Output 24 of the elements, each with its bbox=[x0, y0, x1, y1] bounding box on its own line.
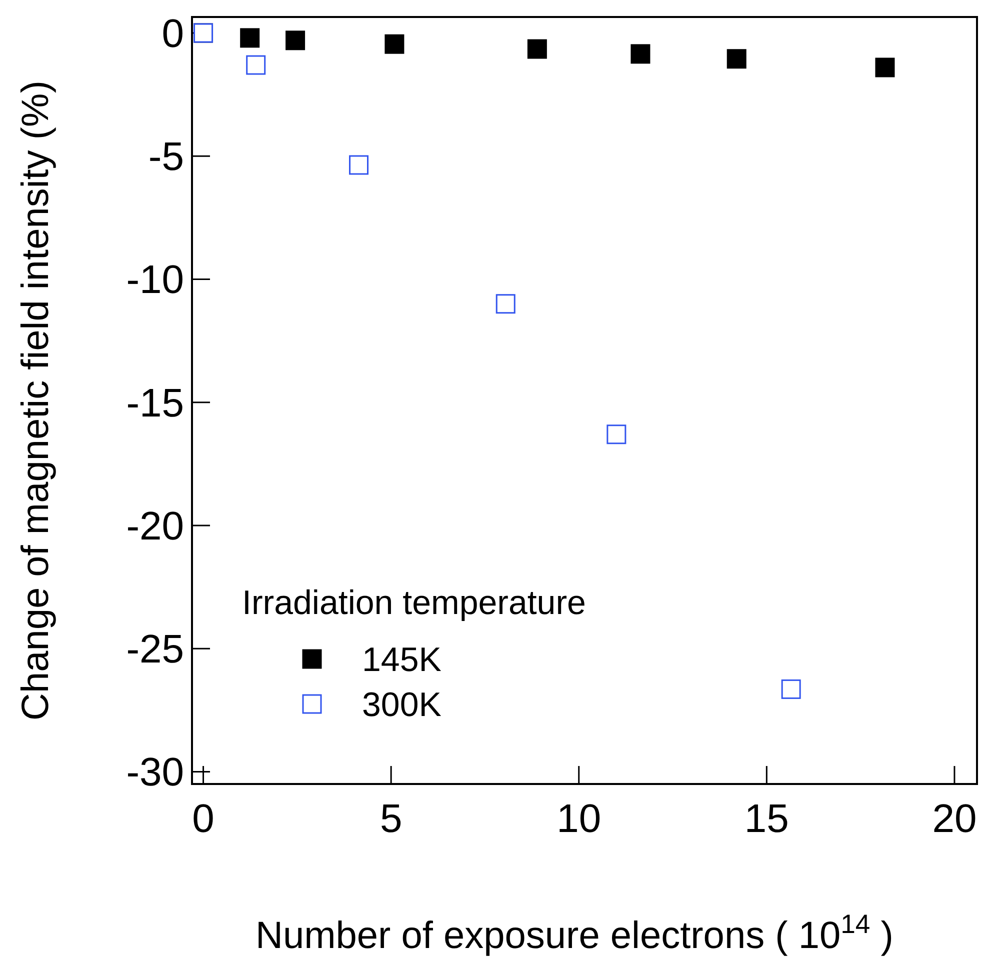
y-tick-label: 0 bbox=[162, 12, 184, 56]
x-tick-label: 10 bbox=[556, 797, 602, 841]
y-tick-label: -25 bbox=[126, 628, 184, 672]
x-axis-title: Number of exposure electrons ( 10$^{14}$ ) bbox=[256, 909, 894, 957]
x-tick-label: 5 bbox=[380, 797, 402, 841]
y-axis-title: Change of magnetic field intensity (%) bbox=[15, 80, 57, 720]
y-tick-label: -10 bbox=[126, 258, 184, 302]
point bbox=[384, 34, 404, 54]
y-tick-label: -20 bbox=[126, 504, 184, 548]
x-tick-label: 0 bbox=[192, 797, 214, 841]
legend-title: Irradiation temperature bbox=[242, 584, 586, 622]
y-tick-label: -5 bbox=[148, 135, 184, 180]
point bbox=[630, 44, 650, 64]
point bbox=[726, 49, 746, 69]
legend-label: 145K bbox=[362, 640, 442, 679]
point bbox=[286, 30, 306, 50]
point bbox=[527, 39, 547, 59]
point bbox=[875, 58, 895, 78]
x-tick-label: 15 bbox=[744, 797, 789, 841]
x-tick-label: 20 bbox=[932, 797, 977, 841]
y-tick-label: -30 bbox=[126, 750, 184, 795]
y-tick-label: -15 bbox=[126, 381, 184, 426]
legend-label: 300K bbox=[362, 686, 442, 724]
point bbox=[240, 28, 260, 48]
